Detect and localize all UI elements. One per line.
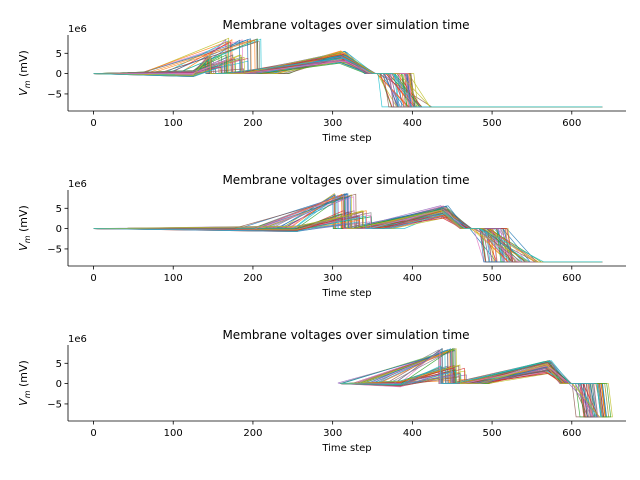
series-line — [93, 213, 603, 263]
y-offset-label: 1e6 — [68, 179, 87, 190]
x-axis-label: Time step — [321, 133, 371, 144]
x-tick-label: 500 — [483, 118, 502, 129]
chart-title: Membrane voltages over simulation time — [222, 328, 469, 342]
series-line — [93, 196, 603, 263]
x-tick-label: 400 — [403, 118, 422, 129]
traces — [93, 37, 603, 108]
series-line — [93, 57, 603, 108]
x-tick-label: 0 — [90, 273, 96, 284]
y-tick-label: 0 — [56, 69, 62, 80]
series-line — [93, 38, 603, 108]
y-tick-label: 5 — [56, 359, 62, 370]
x-tick-label: 200 — [243, 273, 262, 284]
series-line — [93, 62, 603, 108]
x-tick-label: 600 — [562, 428, 581, 439]
series-line — [339, 350, 603, 418]
x-tick-label: 500 — [483, 273, 502, 284]
series-line — [340, 369, 603, 418]
y-axis-label: Vm (mV) — [17, 360, 32, 406]
series-line — [340, 365, 603, 418]
x-tick-label: 0 — [90, 118, 96, 129]
x-tick-label: 100 — [164, 273, 183, 284]
series-line — [93, 51, 603, 108]
series-line — [93, 207, 603, 263]
y-offset-label: 1e6 — [68, 24, 87, 35]
series-line — [93, 195, 603, 263]
panel-1: Membrane voltages over simulation time 0 1… — [17, 18, 626, 144]
series-line — [93, 56, 603, 108]
x-tick-label: 300 — [323, 273, 342, 284]
chart-title: Membrane voltages over simulation time — [222, 18, 469, 32]
series-line — [340, 348, 603, 418]
panel-2: Membrane voltages over simulation time 0 1… — [17, 173, 626, 299]
x-tick-label: 600 — [562, 118, 581, 129]
panel-3: Membrane voltages over simulation time 0 1… — [17, 328, 626, 454]
x-tick-label: 400 — [403, 273, 422, 284]
series-line — [340, 361, 603, 418]
y-tick-label: −5 — [47, 89, 62, 100]
x-tick-label: 0 — [90, 428, 96, 439]
series-line — [93, 213, 603, 263]
y-tick-label: −5 — [47, 399, 62, 410]
series-line — [93, 195, 603, 263]
y-tick-label: −5 — [47, 244, 62, 255]
x-tick-label: 300 — [323, 428, 342, 439]
x-tick-label: 100 — [164, 428, 183, 439]
traces — [93, 192, 603, 263]
y-tick-label: 5 — [56, 49, 62, 60]
series-line — [93, 210, 603, 263]
series-line — [340, 348, 610, 418]
y-offset-label: 1e6 — [68, 334, 87, 345]
series-line — [93, 207, 603, 263]
series-line — [340, 365, 603, 418]
series-line — [93, 61, 603, 108]
y-axis-label: Vm (mV) — [17, 50, 32, 96]
x-tick-label: 300 — [323, 118, 342, 129]
x-axis-label: Time step — [321, 443, 371, 454]
series-line — [93, 58, 603, 108]
series-line — [340, 371, 604, 418]
x-tick-label: 500 — [483, 428, 502, 439]
series-line — [340, 365, 607, 418]
y-tick-label: 5 — [56, 204, 62, 215]
series-line — [340, 360, 603, 418]
series-line — [93, 60, 603, 108]
series-line — [340, 363, 603, 418]
series-line — [340, 365, 603, 418]
series-line — [340, 365, 603, 418]
y-tick-label: 0 — [56, 379, 62, 390]
series-line — [93, 215, 603, 263]
y-axis-label: Vm (mV) — [17, 205, 32, 251]
x-tick-label: 200 — [243, 118, 262, 129]
x-tick-label: 400 — [403, 428, 422, 439]
series-line — [93, 61, 603, 108]
series-line — [340, 361, 603, 418]
y-tick-label: 0 — [56, 224, 62, 235]
x-tick-label: 600 — [562, 273, 581, 284]
series-line — [93, 60, 603, 108]
chart-title: Membrane voltages over simulation time — [222, 173, 469, 187]
x-axis-label: Time step — [321, 288, 371, 299]
x-tick-label: 100 — [164, 118, 183, 129]
x-tick-label: 200 — [243, 428, 262, 439]
series-line — [93, 60, 603, 108]
series-line — [340, 361, 603, 418]
traces — [337, 347, 613, 418]
series-line — [340, 360, 603, 418]
series-line — [93, 212, 603, 263]
